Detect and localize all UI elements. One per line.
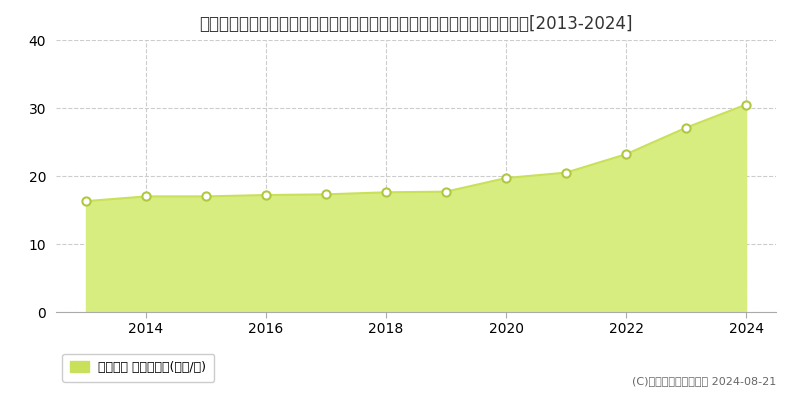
Title: 北海道札幌市清田区北野３条３丁目１５８番６０外　地価公示　地価推移[2013-2024]: 北海道札幌市清田区北野３条３丁目１５８番６０外 地価公示 地価推移[2013-2… <box>199 15 633 33</box>
Point <box>500 175 513 181</box>
Legend: 地価公示 平均坪単価(万円/坪): 地価公示 平均坪単価(万円/坪) <box>62 354 214 382</box>
Point <box>320 191 333 198</box>
Point <box>380 189 393 196</box>
Point <box>560 170 573 176</box>
Point <box>260 192 273 198</box>
Point <box>140 193 153 200</box>
Point <box>440 188 453 195</box>
Point <box>200 193 213 200</box>
Text: (C)土地価格ドットコム 2024-08-21: (C)土地価格ドットコム 2024-08-21 <box>632 376 776 386</box>
Point <box>740 101 753 108</box>
Point <box>620 151 633 158</box>
Point <box>80 198 93 204</box>
Point <box>680 124 693 131</box>
